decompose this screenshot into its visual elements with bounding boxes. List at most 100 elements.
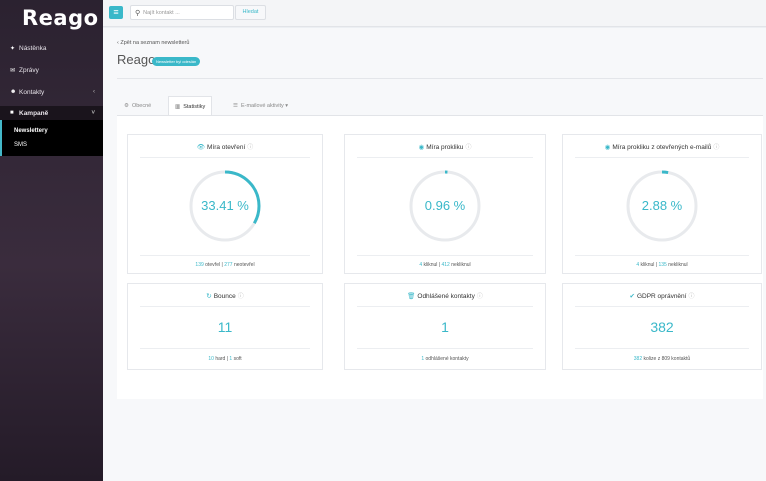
refresh-icon: ↻ xyxy=(206,293,212,300)
app-logo[interactable]: Reago xyxy=(22,6,99,30)
chart-icon: ▥ xyxy=(175,103,181,110)
card-footer: 1 odhlášené kontakty xyxy=(345,356,545,362)
gauge-fill xyxy=(626,170,698,242)
gdpr-label: kolize z 809 kontaktů xyxy=(643,356,691,362)
clicked-count[interactable]: 4 xyxy=(636,262,640,268)
search-input[interactable]: ⚲ Najít kontakt ... xyxy=(130,5,234,20)
list-icon: ☰ xyxy=(233,103,238,109)
search-icon: ⚲ xyxy=(135,9,141,17)
check-icon: ✔ xyxy=(629,293,635,300)
info-icon[interactable]: ⓘ xyxy=(688,294,695,300)
back-link[interactable]: ‹ Zpět na seznam newsletterů xyxy=(117,40,190,46)
chevron-left-icon: ‹ xyxy=(93,89,95,95)
sidebar-item-dashboard[interactable]: ✦ Nástěnka xyxy=(0,40,103,56)
users-icon: ☻ xyxy=(10,89,17,95)
divider xyxy=(140,306,310,307)
pin-icon: ✦ xyxy=(10,45,16,52)
info-icon[interactable]: ⓘ xyxy=(237,294,244,300)
not-clicked-label: nekliknul xyxy=(451,262,471,268)
gdpr-value: 382 xyxy=(650,319,674,335)
tab-statistics[interactable]: ▥ Statistiky xyxy=(168,96,213,116)
sidebar-item-label: Zprávy xyxy=(19,66,39,74)
divider xyxy=(140,255,310,256)
opened-label: otevřel xyxy=(205,262,221,268)
click-open-rate-card: ◉ Míra prokliku z otevřených e-mailů ⓘ 2.8… xyxy=(562,134,762,274)
card-title-text: GDPR oprávnění xyxy=(636,293,687,300)
not-clicked-count[interactable]: 412 xyxy=(441,262,450,268)
card-title-text: Míra otevření xyxy=(206,144,246,151)
click-open-rate-gauge: 2.88 % xyxy=(625,169,699,243)
sidebar-submenu xyxy=(0,120,103,156)
sidebar-item-messages[interactable]: ✉ Zprávy xyxy=(0,62,103,78)
gauge-fill xyxy=(189,170,261,242)
unopened-count[interactable]: 277 xyxy=(224,262,233,268)
unsubscribed-card: 🗑 Odhlášené kontakty ⓘ 1 1 odhlášené konta… xyxy=(344,283,546,370)
tab-label: Statistiky xyxy=(183,103,206,110)
sidebar-subitem-sms[interactable]: SMS xyxy=(14,142,28,148)
sidebar-item-campaigns[interactable]: ■ Kampaně ˅ xyxy=(0,105,103,121)
search-button[interactable]: Hledat xyxy=(235,5,266,20)
gdpr-card: ✔ GDPR oprávnění ⓘ 382 382 kolize z 809 ko… xyxy=(562,283,762,370)
click-open-rate-value: 2.88 % xyxy=(641,198,683,213)
tab-label: E-mailové aktivity ▾ xyxy=(240,103,289,109)
sidebar-item-label: Kontakty xyxy=(19,88,45,96)
click-rate-card: ◉ Míra prokliku ⓘ 0.96 % 4 kliknul | 412 n… xyxy=(344,134,546,274)
sidebar-item-label: Nástěnka xyxy=(19,44,47,52)
click-rate-gauge: 0.96 % xyxy=(408,169,482,243)
open-rate-card: 👁 Míra otevření ⓘ 33.41 % 139 otevřel | 27… xyxy=(127,134,323,274)
unopened-label: neotevřel xyxy=(233,262,255,268)
eye-icon: 👁 xyxy=(196,144,205,151)
gdpr-count[interactable]: 382 xyxy=(633,356,643,362)
card-title-text: Míra prokliku xyxy=(426,144,464,151)
unsubscribed-value: 1 xyxy=(441,319,449,335)
info-icon[interactable]: ⓘ xyxy=(247,145,254,151)
divider xyxy=(357,348,533,349)
card-title-text: Bounce xyxy=(213,293,236,300)
divider xyxy=(140,157,310,158)
top-bar: ≡ ⚲ Najít kontakt ... Hledat xyxy=(103,0,766,27)
card-title: 👁 Míra otevření ⓘ xyxy=(128,142,322,151)
clicked-count[interactable]: 4 xyxy=(419,262,423,268)
clicked-label: kliknul xyxy=(423,262,438,268)
hard-count[interactable]: 10 xyxy=(208,356,214,362)
info-icon[interactable]: ⓘ xyxy=(476,294,483,300)
tab-general[interactable]: ⚙ Obecné xyxy=(124,97,151,115)
page-title: Reago xyxy=(117,52,156,67)
tab-label: Obecné xyxy=(131,103,152,109)
info-icon[interactable]: ⓘ xyxy=(465,145,472,151)
menu-toggle-button[interactable]: ≡ xyxy=(109,6,123,19)
active-item-background xyxy=(0,106,103,120)
clicked-label: kliknul xyxy=(640,262,655,268)
sidebar-item-contacts[interactable]: ☻ Kontakty ‹ xyxy=(0,84,103,100)
card-footer: 4 kliknul | 412 nekliknul xyxy=(419,262,471,268)
divider xyxy=(575,157,749,158)
sidebar: Reago ✦ Nástěnka ✉ Zprávy ☻ Kontakty ‹ ■… xyxy=(0,0,103,481)
card-title: ✔ GDPR oprávnění ⓘ xyxy=(563,291,761,300)
divider xyxy=(140,348,310,349)
sidebar-subitem-newsletters[interactable]: Newslettery xyxy=(14,128,48,134)
tabs-divider xyxy=(117,115,763,116)
unsubscribed-count[interactable]: 1 xyxy=(421,356,425,362)
book-icon: ■ xyxy=(10,110,14,116)
target-icon: ◉ xyxy=(604,144,611,151)
info-icon[interactable]: ⓘ xyxy=(713,145,720,151)
search-placeholder: Najít kontakt ... xyxy=(143,9,180,16)
soft-count[interactable]: 1 xyxy=(229,356,233,362)
bounce-value: 11 xyxy=(217,319,233,335)
divider xyxy=(357,255,533,256)
divider xyxy=(575,348,749,349)
tab-email-activities[interactable]: ☰ E-mailové aktivity ▾ xyxy=(233,97,288,115)
not-clicked-count[interactable]: 135 xyxy=(658,262,667,268)
card-title: ◉ Míra prokliku z otevřených e-mailů ⓘ xyxy=(563,142,761,151)
bounce-card: ↻ Bounce ⓘ 11 10 hard | 1 soft xyxy=(127,283,323,370)
card-footer: 139 otevřel | 277 neotevřel xyxy=(195,262,255,268)
gauge-svg xyxy=(409,170,481,242)
card-footer: 10 hard | 1 soft xyxy=(208,356,242,362)
divider xyxy=(575,255,749,256)
card-title-text: Odhlášené kontakty xyxy=(417,293,475,300)
opened-count[interactable]: 139 xyxy=(195,262,204,268)
click-rate-value: 0.96 % xyxy=(424,198,466,213)
divider xyxy=(117,78,763,79)
hard-label: hard xyxy=(215,356,226,362)
card-footer: 382 kolize z 809 kontaktů xyxy=(563,356,761,362)
